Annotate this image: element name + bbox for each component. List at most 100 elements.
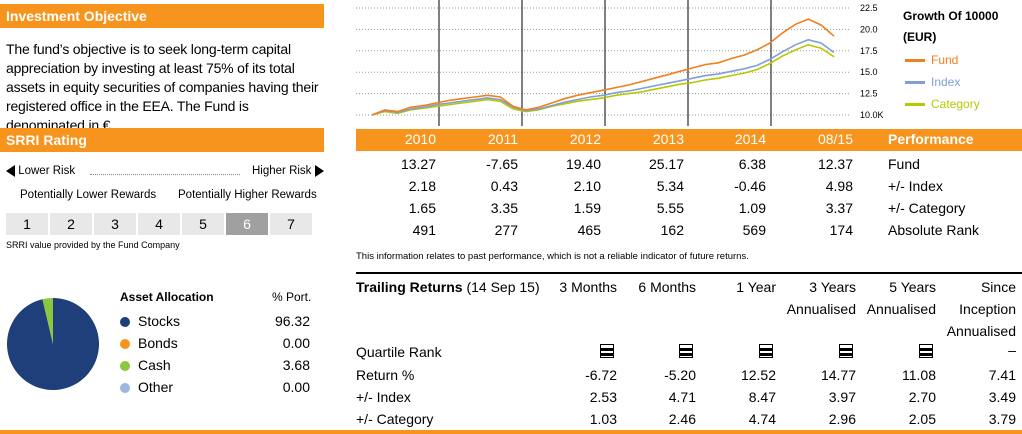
performance-row-label: Fund — [888, 156, 920, 172]
trailing-title-text: Trailing Returns — [356, 279, 463, 295]
quartile-rank-none: – — [1008, 342, 1016, 358]
performance-cell: 6.38 — [738, 156, 766, 172]
trailing-row-label: +/- Category — [356, 411, 434, 427]
trailing-cell: 2.46 — [668, 411, 696, 427]
pie-slice-stocks — [6, 298, 99, 390]
allocation-value: 0.00 — [282, 379, 310, 395]
arrow-right-icon — [314, 165, 324, 177]
trailing-cell: 3.79 — [988, 411, 1016, 427]
srri-level-4: 4 — [138, 213, 182, 235]
series-line-fund — [371, 18, 835, 116]
asset-allocation-pie — [6, 298, 99, 390]
trailing-column-header: Annualised — [786, 301, 856, 317]
allocation-row-bonds: Bonds 0.00 — [120, 332, 312, 354]
performance-cell: 1.59 — [573, 200, 601, 216]
performance-cell: 19.40 — [565, 156, 601, 172]
trailing-cell: 2.96 — [828, 411, 856, 427]
trailing-column-header: 3 Years — [809, 279, 856, 295]
quartile-rank-icon — [759, 344, 773, 358]
performance-cell: 4.98 — [825, 178, 853, 194]
growth-title: Growth Of 10000 — [903, 9, 999, 23]
y-tick-label: 12.5 — [860, 89, 878, 99]
trailing-cell: 4.74 — [748, 411, 776, 427]
allocation-row-other: Other 0.00 — [120, 376, 312, 398]
srri-level-2: 2 — [50, 213, 94, 235]
investment-objective-header: Investment Objective — [0, 4, 324, 28]
performance-cell: 2.10 — [573, 178, 601, 194]
performance-cell: 0.43 — [490, 178, 518, 194]
trailing-cell: 8.47 — [748, 389, 776, 405]
trailing-column-header: Annualised — [866, 301, 936, 317]
growth-chart: 22.5 20.0 17.5 15.0 12.5 10.0K — [356, 0, 884, 126]
performance-cell: 1.09 — [738, 200, 766, 216]
performance-cell: -0.46 — [734, 178, 766, 194]
srri-level-7: 7 — [270, 213, 314, 235]
higher-rewards-label: Potentially Higher Rewards — [178, 189, 317, 201]
performance-row: 1.65 3.35 1.59 5.55 1.09 3.37 +/- Category — [356, 200, 1022, 222]
series-line-category — [371, 43, 835, 116]
allocation-name: Other — [138, 379, 174, 395]
quartile-rank-icon — [919, 344, 933, 358]
performance-cell: 25.17 — [648, 156, 684, 172]
growth-currency: (EUR) — [903, 30, 937, 44]
trailing-cell: 11.08 — [902, 367, 936, 383]
y-tick-label: 22.5 — [860, 3, 878, 13]
trailing-column-header: 5 Years — [889, 279, 936, 295]
y-tick-label: 10.0K — [860, 110, 884, 120]
trailing-column-header: 6 Months — [638, 279, 696, 295]
performance-year-2010: 2010 — [404, 131, 436, 147]
y-tick-label: 17.5 — [860, 46, 878, 56]
trailing-divider — [356, 272, 1022, 274]
higher-risk-label: Higher Risk — [252, 165, 312, 178]
trailing-cell: 3.97 — [828, 389, 856, 405]
performance-cell: 12.37 — [817, 156, 853, 172]
allocation-value: 3.68 — [282, 357, 310, 373]
trailing-column-header: 3 Months — [559, 279, 617, 295]
legend-label: Index — [931, 75, 961, 89]
performance-row-label: Absolute Rank — [888, 222, 980, 238]
allocation-dot-icon — [120, 361, 130, 372]
allocation-dot-icon — [120, 317, 130, 328]
investment-objective-text: The fund’s objective is to seek long-ter… — [6, 41, 319, 133]
allocation-name: Cash — [138, 357, 171, 373]
quartile-rank-icon — [600, 344, 614, 358]
growth-legend: Fund Index Category — [905, 52, 980, 118]
performance-disclaimer: This information relates to past perform… — [356, 251, 749, 262]
bottom-orange-bar — [0, 430, 1022, 434]
performance-row: 13.27 -7.65 19.40 25.17 6.38 12.37 Fund — [356, 156, 1022, 178]
legend-swatch-icon — [905, 103, 925, 107]
trailing-cell: -6.72 — [585, 367, 617, 383]
performance-cell: 1.65 — [408, 200, 436, 216]
trailing-title: Trailing Returns (14 Sep 15) — [356, 279, 540, 295]
trailing-cell: 12.52 — [740, 367, 776, 383]
legend-item-index: Index — [905, 74, 980, 96]
srri-level-1: 1 — [6, 213, 50, 235]
performance-cell: 174 — [829, 222, 853, 238]
srri-note: SRRI value provided by the Fund Company — [6, 240, 180, 250]
performance-cell: 465 — [577, 222, 601, 238]
performance-year-2011: 2011 — [487, 131, 518, 147]
allocation-row-stocks: Stocks 96.32 — [120, 310, 312, 332]
arrow-left-icon — [6, 165, 15, 177]
series-line-index — [371, 38, 835, 116]
y-tick-label: 20.0 — [860, 24, 878, 34]
trailing-column-header: Annualised — [946, 323, 1016, 339]
trailing-cell: 2.70 — [908, 389, 936, 405]
asset-allocation-title: Asset Allocation — [120, 290, 214, 304]
pie-slice-cash — [42, 298, 53, 344]
performance-cell: 2.18 — [408, 178, 436, 194]
performance-cell: 162 — [660, 222, 684, 238]
trailing-cell: 4.71 — [668, 389, 696, 405]
performance-row-label: +/- Index — [888, 178, 943, 194]
srri-level-5: 5 — [182, 213, 226, 235]
trailing-column-header: Inception — [959, 301, 1016, 317]
y-tick-label: 15.0 — [860, 67, 878, 77]
trailing-cell: -5.20 — [664, 367, 696, 383]
allocation-name: Bonds — [138, 335, 178, 351]
srri-lower-risk: Lower Risk — [6, 165, 75, 177]
allocation-dot-icon — [120, 383, 130, 394]
performance-cell: 5.34 — [656, 178, 684, 194]
performance-cell: 3.37 — [825, 200, 853, 216]
trailing-row-label: Return % — [356, 367, 415, 383]
